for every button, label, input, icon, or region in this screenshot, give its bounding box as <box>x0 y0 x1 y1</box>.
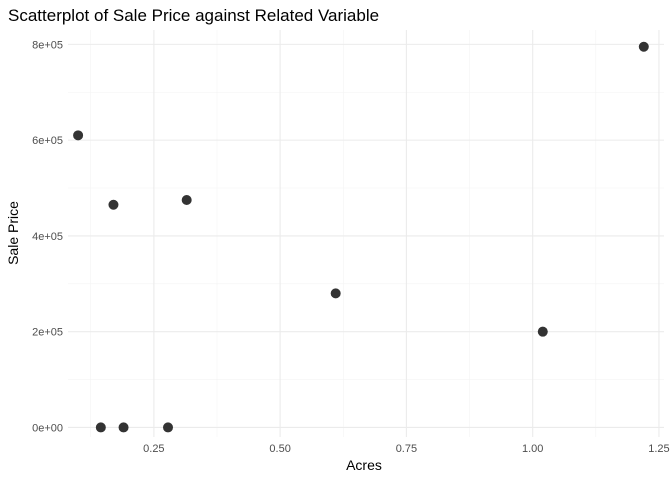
x-tick-label: 0.50 <box>269 443 290 455</box>
y-tick-label: 2e+05 <box>32 327 63 339</box>
y-tick-label: 8e+05 <box>32 39 63 51</box>
y-tick-label: 0e+00 <box>32 422 63 434</box>
data-point <box>108 199 119 210</box>
y-axis-title: Sale Price <box>5 201 21 265</box>
minor-gridlines <box>68 30 664 437</box>
data-point <box>638 41 649 52</box>
y-tick-label: 6e+05 <box>32 135 63 147</box>
data-point <box>163 422 174 433</box>
data-point <box>181 194 192 205</box>
major-gridlines <box>68 30 664 437</box>
data-points <box>73 41 649 433</box>
data-point <box>118 422 129 433</box>
x-tick-label: 1.25 <box>648 443 669 455</box>
data-point <box>95 422 106 433</box>
x-tick-label: 0.75 <box>396 443 417 455</box>
data-point <box>537 326 548 337</box>
y-tick-label: 4e+05 <box>32 231 63 243</box>
x-axis-title: Acres <box>346 457 382 473</box>
data-point <box>330 288 341 299</box>
data-point <box>73 130 84 141</box>
y-axis-ticks: 0e+00 2e+05 4e+05 6e+05 8e+05 <box>32 39 63 434</box>
x-tick-label: 1.00 <box>522 443 543 455</box>
x-axis-ticks: 0.25 0.50 0.75 1.00 1.25 <box>143 443 670 455</box>
chart-title: Scatterplot of Sale Price against Relate… <box>8 6 379 25</box>
x-tick-label: 0.25 <box>143 443 164 455</box>
